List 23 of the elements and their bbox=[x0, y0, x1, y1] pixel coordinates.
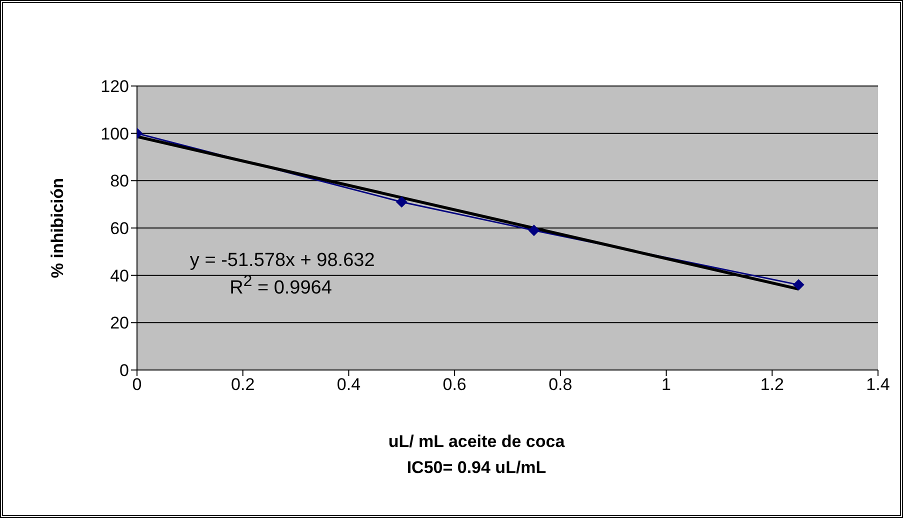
y-tick-label: 60 bbox=[110, 219, 129, 238]
x-tick-label: 0.2 bbox=[231, 375, 255, 394]
y-tick-label: 40 bbox=[110, 266, 129, 286]
y-tick-label: 20 bbox=[110, 314, 129, 333]
text: IC50= 0.94 uL/mL bbox=[406, 458, 548, 478]
y-tick-label: 120 bbox=[100, 77, 129, 96]
x-tick-label: 0.8 bbox=[548, 375, 572, 394]
point bbox=[793, 279, 804, 290]
y-tick-label: 0 bbox=[120, 361, 129, 380]
x-tick-label: 1 bbox=[662, 375, 672, 394]
x-tick-label: 0.4 bbox=[336, 375, 361, 394]
point bbox=[396, 196, 408, 208]
x-tick-label: 1.4 bbox=[866, 375, 890, 394]
y-axis-title: % inhibición bbox=[48, 178, 68, 278]
annotation: y = -51.578x + 98.632 bbox=[190, 250, 375, 272]
x-axis-title: uL/ mL aceite de coca bbox=[387, 432, 566, 452]
y-tick-label: 80 bbox=[110, 172, 129, 191]
annotation: R$^{2}$ = 0.9964 bbox=[230, 273, 332, 300]
x-tick-label: 0 bbox=[132, 375, 142, 394]
point bbox=[528, 224, 540, 236]
x-tick-label: 1.2 bbox=[760, 375, 784, 394]
y-tick-label: 100 bbox=[100, 124, 129, 144]
x-tick-label: 0.6 bbox=[442, 375, 466, 394]
